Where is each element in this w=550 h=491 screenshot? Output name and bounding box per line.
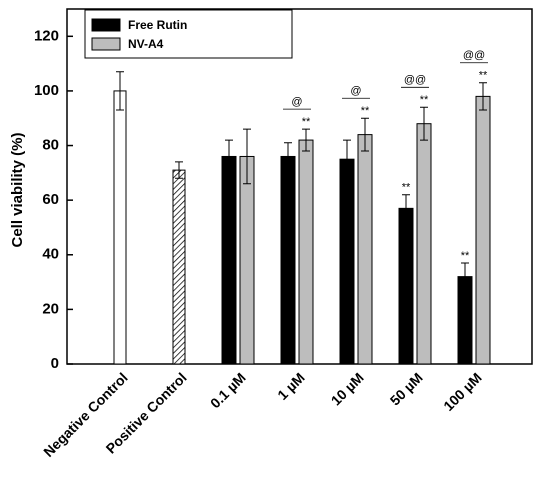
x-tick-label: 50 µM	[387, 369, 426, 408]
significance-marker: **	[479, 70, 488, 82]
y-axis-label: Cell viability (%)	[9, 132, 26, 247]
legend-swatch	[91, 37, 121, 51]
bar	[113, 90, 127, 365]
pair-marker: @	[350, 85, 361, 97]
legend-swatch	[91, 18, 121, 32]
significance-marker: **	[361, 105, 370, 117]
bar	[239, 155, 255, 365]
x-tick-label: 100 µM	[440, 369, 485, 414]
error-bar	[402, 194, 410, 223]
significance-marker: **	[420, 94, 429, 106]
significance-marker: **	[461, 250, 470, 262]
legend-label: NV-A4	[128, 37, 164, 51]
error-bar	[243, 128, 251, 185]
y-tick-label: 40	[42, 246, 59, 263]
significance-marker: **	[302, 116, 311, 128]
bar	[416, 123, 432, 365]
legend-label: Free Rutin	[128, 18, 187, 32]
error-bar	[420, 106, 428, 141]
y-tick-label: 60	[42, 191, 59, 208]
x-tick-label: 10 µM	[328, 369, 367, 408]
bar	[172, 169, 186, 365]
error-bar	[116, 71, 124, 111]
error-bar	[343, 139, 351, 179]
x-tick-label: 0.1 µM	[207, 369, 249, 411]
error-bar	[361, 117, 369, 152]
bar	[398, 207, 414, 365]
bar	[298, 139, 314, 365]
pair-marker: @@	[463, 50, 485, 62]
bar	[221, 155, 237, 365]
y-tick-label: 20	[42, 300, 59, 317]
error-bar	[225, 139, 233, 174]
y-tick-label: 120	[34, 27, 59, 44]
error-bar	[175, 161, 183, 179]
bar	[475, 95, 491, 365]
error-bar	[302, 128, 310, 152]
y-tick-label: 80	[42, 137, 59, 154]
bar	[280, 155, 296, 365]
x-tick-label: 1 µM	[274, 369, 308, 403]
y-tick-label: 0	[51, 355, 59, 372]
significance-marker: **	[402, 182, 411, 194]
bar	[339, 158, 355, 365]
y-tick-label: 100	[34, 82, 59, 99]
bar	[357, 134, 373, 365]
legend-box	[84, 9, 293, 59]
error-bar	[284, 142, 292, 171]
pair-marker: @	[291, 96, 302, 108]
error-bar	[479, 82, 487, 111]
pair-marker: @@	[404, 74, 426, 86]
error-bar	[461, 262, 469, 291]
